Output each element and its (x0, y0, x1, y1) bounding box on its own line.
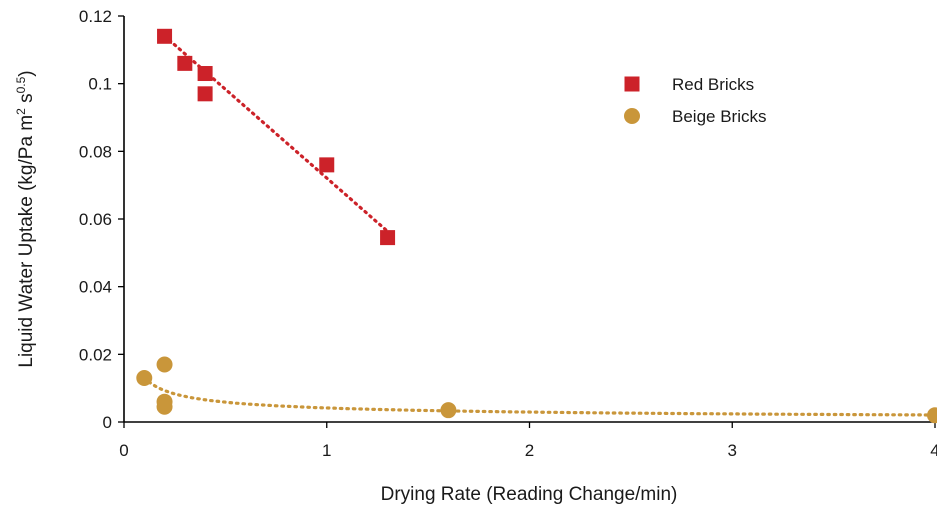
y-axis-title-end: ) (16, 70, 37, 76)
y-axis-title-sup1: 2 (14, 108, 28, 115)
y-tick-label: 0.1 (88, 75, 112, 94)
y-tick-label: 0 (103, 413, 112, 432)
data-markers (136, 28, 937, 424)
red-bricks-trendline (163, 34, 390, 233)
x-tick-label: 1 (322, 441, 331, 460)
y-tick-label: 0.04 (79, 278, 112, 297)
x-tick-label: 3 (728, 441, 737, 460)
y-axis-title-mid: s (16, 93, 37, 108)
x-axis-title: Drying Rate (Reading Change/min) (381, 484, 678, 505)
y-tick-label: 0.06 (79, 210, 112, 229)
y-axis-title: Liquid Water Uptake (kg/Pa m2 s0.5) (14, 70, 37, 367)
y-axis-title-main: Liquid Water Uptake (kg/Pa m (16, 115, 37, 368)
beige-bricks-point (136, 370, 153, 387)
red-bricks-point (157, 28, 173, 44)
red-bricks-point (380, 230, 396, 246)
red-bricks-point (177, 55, 193, 71)
axes (123, 16, 935, 423)
beige-bricks-point (440, 402, 457, 419)
y-tick-label: 0.08 (79, 142, 112, 161)
legend-beige-bricks-label: Beige Bricks (672, 107, 766, 126)
legend-red-bricks-marker (624, 76, 640, 92)
beige-bricks-point (927, 407, 937, 424)
beige-bricks-point (156, 356, 173, 373)
red-bricks-point (197, 86, 213, 102)
x-tick-label: 0 (119, 441, 128, 460)
legend-beige-bricks-marker (624, 108, 640, 124)
x-tick-label: 4 (930, 441, 937, 460)
red-bricks-point (197, 66, 213, 82)
y-tick-label: 0.12 (79, 7, 112, 26)
trendline-layer (142, 34, 937, 417)
red-bricks-point (319, 157, 335, 173)
tick-labels: 0 0.02 0.04 0.06 0.08 0.1 0.12 0 1 2 3 4 (79, 7, 937, 460)
x-tick-label: 2 (525, 441, 534, 460)
y-axis-title-sup2: 0.5 (14, 76, 28, 93)
legend-red-bricks-label: Red Bricks (672, 75, 754, 94)
legend: Red Bricks Beige Bricks (624, 75, 766, 126)
beige-bricks-trendline (142, 376, 937, 417)
y-tick-label: 0.02 (79, 345, 112, 364)
beige-bricks-point (156, 398, 173, 415)
